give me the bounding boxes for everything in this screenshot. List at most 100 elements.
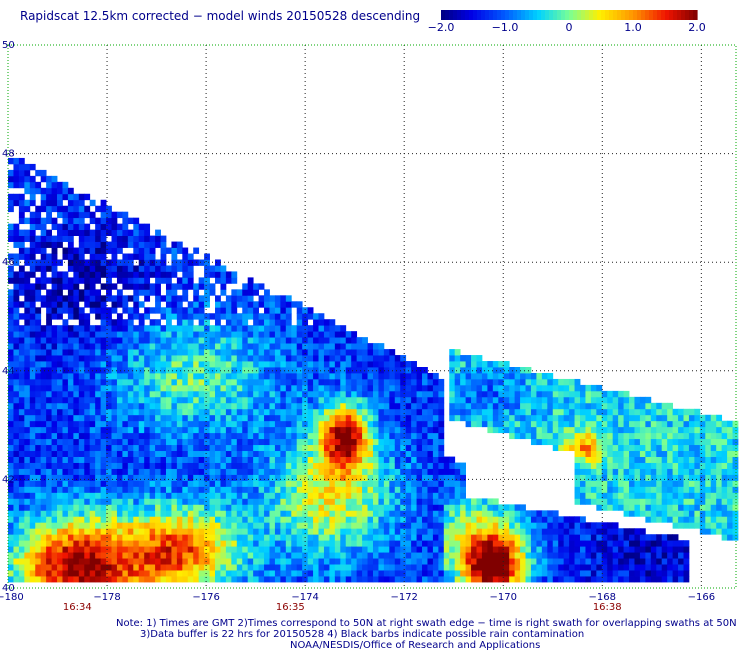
heatmap-cell bbox=[24, 420, 31, 428]
heatmap-cell bbox=[73, 468, 80, 475]
heatmap-cell bbox=[569, 528, 575, 535]
heatmap-cell bbox=[612, 420, 619, 428]
heatmap-cell bbox=[242, 319, 249, 326]
heatmap-cell bbox=[209, 349, 216, 356]
heatmap-cell bbox=[574, 384, 581, 392]
heatmap-cell bbox=[215, 325, 221, 332]
heatmap-cell bbox=[13, 181, 20, 189]
heatmap-cell bbox=[106, 438, 112, 446]
heatmap-cell bbox=[253, 576, 259, 583]
heatmap-cell bbox=[460, 492, 466, 499]
heatmap-cell bbox=[24, 307, 31, 314]
heatmap-cell bbox=[345, 420, 352, 428]
heatmap-cell bbox=[514, 540, 521, 547]
heatmap-cell bbox=[258, 402, 265, 410]
heatmap-cell bbox=[580, 486, 586, 493]
heatmap-cell bbox=[411, 390, 417, 398]
heatmap-cell bbox=[427, 414, 434, 422]
heatmap-cell bbox=[541, 552, 548, 559]
heatmap-cell bbox=[558, 402, 565, 410]
heatmap-cell bbox=[111, 438, 118, 446]
heatmap-cell bbox=[171, 414, 178, 422]
heatmap-cell bbox=[280, 414, 287, 422]
heatmap-cell bbox=[438, 396, 445, 404]
heatmap-cell bbox=[160, 534, 167, 541]
heatmap-cell bbox=[427, 378, 434, 386]
heatmap-cell bbox=[236, 540, 243, 547]
heatmap-cell bbox=[596, 492, 603, 499]
heatmap-cell bbox=[193, 522, 200, 529]
heatmap-cell bbox=[231, 331, 238, 338]
heatmap-cell bbox=[73, 307, 80, 314]
heatmap-cell bbox=[111, 265, 118, 272]
heatmap-cell bbox=[285, 474, 292, 481]
heatmap-cell bbox=[285, 528, 292, 535]
heatmap-cell bbox=[378, 438, 385, 446]
heatmap-cell bbox=[8, 319, 14, 326]
heatmap-cell bbox=[133, 510, 140, 517]
heatmap-cell bbox=[204, 462, 210, 469]
heatmap-cell bbox=[57, 259, 63, 266]
heatmap-cell bbox=[46, 480, 52, 487]
heatmap-cell bbox=[405, 456, 412, 463]
heatmap-cell bbox=[612, 450, 619, 457]
heatmap-cell bbox=[193, 504, 200, 511]
heatmap-cell bbox=[274, 307, 281, 314]
heatmap-cell bbox=[607, 504, 614, 511]
heatmap-cell bbox=[182, 432, 189, 440]
heatmap-cell bbox=[204, 468, 210, 475]
heatmap-cell bbox=[18, 426, 25, 434]
heatmap-cell bbox=[116, 223, 123, 231]
heatmap-cell bbox=[187, 450, 194, 457]
heatmap-cell bbox=[509, 378, 516, 386]
heatmap-cell bbox=[176, 378, 183, 386]
heatmap-cell bbox=[160, 259, 167, 266]
heatmap-cell bbox=[182, 384, 189, 392]
heatmap-cell bbox=[171, 480, 178, 487]
heatmap-cell bbox=[280, 444, 287, 452]
heatmap-cell bbox=[29, 546, 36, 553]
heatmap-cell bbox=[67, 552, 74, 559]
heatmap-cell bbox=[476, 558, 483, 565]
heatmap-cell bbox=[242, 456, 249, 463]
heatmap-cell bbox=[291, 438, 298, 446]
heatmap-cell bbox=[574, 480, 581, 487]
heatmap-cell bbox=[329, 492, 336, 499]
heatmap-cell bbox=[269, 522, 276, 529]
heatmap-cell bbox=[198, 492, 205, 499]
heatmap-cell bbox=[296, 408, 303, 416]
heatmap-cell bbox=[449, 558, 456, 565]
heatmap-cell bbox=[209, 564, 216, 571]
heatmap-cell bbox=[416, 576, 423, 583]
heatmap-cell bbox=[253, 367, 259, 374]
heatmap-cell bbox=[492, 504, 499, 511]
heatmap-cell bbox=[13, 486, 20, 493]
heatmap-cell bbox=[525, 367, 532, 374]
heatmap-cell bbox=[122, 444, 129, 452]
heatmap-cell bbox=[13, 564, 20, 571]
heatmap-cell bbox=[296, 444, 303, 452]
heatmap-cell bbox=[362, 498, 368, 505]
heatmap-cell bbox=[116, 552, 123, 559]
colorbar-segment bbox=[641, 10, 646, 20]
colorbar-segment bbox=[501, 10, 506, 20]
heatmap-cell bbox=[78, 438, 85, 446]
heatmap-cell bbox=[57, 241, 63, 248]
heatmap-cell bbox=[62, 307, 69, 314]
heatmap-cell bbox=[351, 396, 358, 404]
heatmap-cell bbox=[18, 486, 25, 493]
heatmap-cell bbox=[84, 361, 91, 368]
heatmap-cell bbox=[116, 361, 123, 368]
heatmap-cell bbox=[471, 367, 477, 374]
heatmap-cell bbox=[187, 319, 194, 326]
heatmap-cell bbox=[258, 462, 265, 469]
heatmap-cell bbox=[585, 408, 592, 416]
heatmap-cell bbox=[356, 367, 363, 374]
heatmap-cell bbox=[356, 384, 363, 392]
heatmap-cell bbox=[432, 480, 439, 487]
heatmap-cell bbox=[95, 396, 102, 404]
heatmap-cell bbox=[225, 307, 232, 314]
heatmap-cell bbox=[155, 552, 161, 559]
heatmap-cell bbox=[247, 372, 254, 380]
heatmap-cell bbox=[481, 570, 488, 577]
